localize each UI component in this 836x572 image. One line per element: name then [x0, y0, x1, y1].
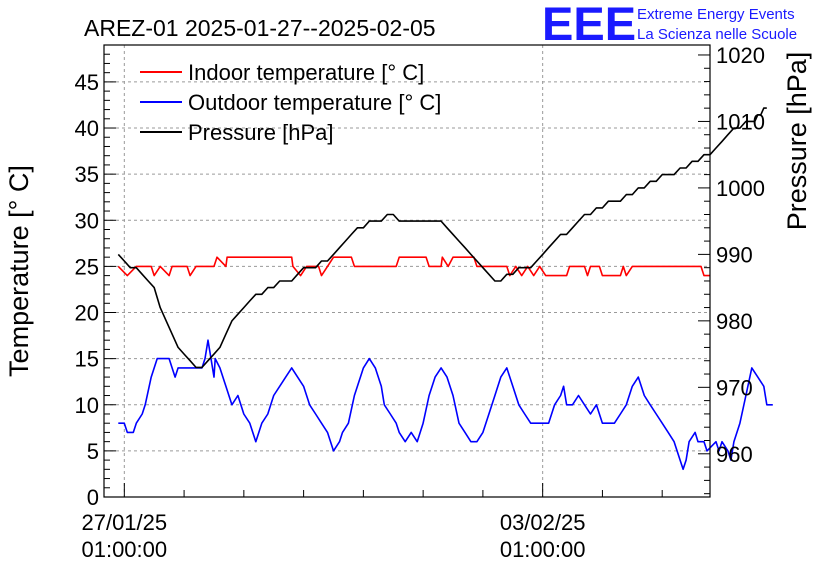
y-tick-label: 20 — [75, 301, 99, 326]
y-tick-label: 30 — [75, 208, 99, 233]
y2-axis-label: Pressure [hPa] — [782, 52, 812, 231]
legend: Indoor temperature [° C] Outdoor temperat… — [140, 60, 441, 145]
y2-tick-label: 990 — [716, 242, 753, 267]
x-tick-label-date: 03/02/25 — [500, 510, 586, 535]
y-tick-label: 10 — [75, 393, 99, 418]
y-tick-label: 15 — [75, 347, 99, 372]
eee-logo-text: EEE — [542, 0, 636, 50]
legend-label: Pressure [hPa] — [188, 120, 334, 145]
y-tick-label: 25 — [75, 254, 99, 279]
legend-label: Outdoor temperature [° C] — [188, 90, 441, 115]
series-line-2 — [117, 107, 767, 369]
eee-logo-line1: Extreme Energy Events — [637, 6, 795, 23]
plot-frame — [103, 44, 711, 498]
chart-title: AREZ-01 2025-01-27--2025-02-05 — [84, 15, 436, 41]
y2-tick-label: 960 — [716, 442, 753, 467]
y2-tick-label: 1010 — [716, 109, 765, 134]
x-tick-label-date: 27/01/25 — [81, 510, 167, 535]
y2-tick-label: 1000 — [716, 176, 765, 201]
y-tick-label: 45 — [75, 70, 99, 95]
y2-tick-label: 970 — [716, 375, 753, 400]
y-axis-label: Temperature [° C] — [4, 165, 34, 377]
x-tick-label-time: 01:00:00 — [500, 537, 586, 562]
left-axis-ticks: 0 5 10 15 20 25 30 35 40 45 — [75, 44, 116, 510]
series-line-0 — [117, 256, 710, 277]
series-lines — [117, 107, 773, 471]
legend-label: Indoor temperature [° C] — [188, 60, 424, 85]
series-line-1 — [118, 339, 773, 471]
right-axis-ticks: 960 970 980 990 1000 1010 1020 — [698, 43, 765, 495]
y-tick-label: 35 — [75, 162, 99, 187]
x-tick-label-time: 01:00:00 — [81, 537, 167, 562]
y-tick-label: 40 — [75, 116, 99, 141]
eee-logo-line2: La Scienza nelle Scuole — [637, 26, 797, 43]
y-tick-label: 5 — [87, 439, 99, 464]
y-tick-label: 0 — [87, 485, 99, 510]
y2-tick-label: 980 — [716, 309, 753, 334]
eee-logo: EEE Extreme Energy Events La Scienza nel… — [542, 0, 797, 50]
y2-tick-label: 1020 — [716, 43, 765, 68]
